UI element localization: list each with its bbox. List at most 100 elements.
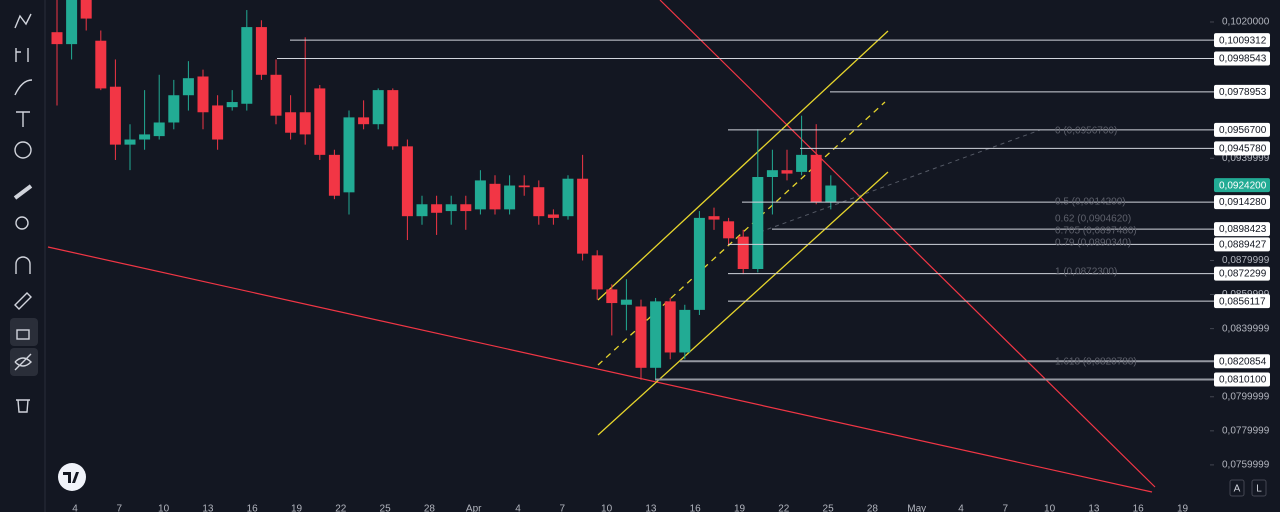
candle-body: [577, 178, 589, 254]
level-label-box: [1214, 372, 1270, 387]
y-tick-label: 0,1020000: [1222, 17, 1270, 28]
candle-body: [620, 299, 632, 305]
level-label-box: [1214, 122, 1270, 137]
current-price-box: [1214, 178, 1270, 193]
log-button[interactable]: [1251, 479, 1267, 497]
icon-magnet[interactable]: [15, 256, 31, 274]
icon-text[interactable]: [16, 111, 30, 127]
candle-body: [591, 255, 603, 290]
x-tick-label: 28: [424, 504, 436, 512]
candle-body: [679, 309, 691, 353]
level-label-box: [1214, 195, 1270, 210]
x-tick-label: 7: [117, 504, 123, 512]
x-tick-label: 4: [515, 504, 521, 512]
y-tick-label: 0,0939999: [1222, 153, 1270, 164]
icon-brush[interactable]: [14, 79, 33, 96]
fib-label: 0 (0,0956700): [1055, 126, 1117, 137]
candle-body: [109, 86, 121, 145]
candle-body: [708, 216, 720, 220]
level-label-box: [1214, 51, 1270, 66]
candle-body: [635, 306, 647, 368]
candle-body: [168, 95, 180, 123]
candle-body: [693, 217, 705, 310]
fib-label: 0.5 (0,0914200): [1055, 197, 1126, 208]
candle-body: [372, 90, 384, 125]
x-tick-label: 22: [335, 504, 347, 512]
hide-button[interactable]: [10, 348, 38, 376]
x-tick-label: 10: [601, 504, 613, 512]
level-label-box: [1214, 141, 1270, 156]
icon-ruler[interactable]: [13, 184, 33, 200]
channel-middle: [597, 101, 886, 366]
candle-body: [796, 154, 808, 172]
level-label-box: [1214, 33, 1270, 48]
fib-label: 1 (0,0872300): [1055, 267, 1117, 278]
candle-body: [781, 170, 793, 174]
level-label-box: [1214, 266, 1270, 281]
fib-label: 0.79 (0,0890340): [1055, 238, 1131, 249]
auto-button[interactable]: [1229, 479, 1245, 497]
level-label: 0,0856117: [1219, 296, 1266, 307]
candle-body: [328, 154, 340, 196]
x-tick-label: 4: [958, 504, 964, 512]
candle-body: [95, 40, 107, 89]
icon-forecast[interactable]: [15, 48, 29, 62]
candle-body: [533, 187, 545, 217]
y-tick-label: 0,0799999: [1222, 391, 1270, 402]
y-tick-label: 0,0759999: [1222, 460, 1270, 471]
candle-body: [270, 74, 282, 116]
icon-trash[interactable]: [16, 399, 30, 413]
x-tick-label: 16: [690, 504, 702, 512]
icon-lock: [16, 329, 30, 340]
x-tick-label: May: [907, 504, 926, 512]
lock-button[interactable]: [10, 318, 38, 346]
level-label: 0,0978953: [1219, 87, 1267, 98]
candle-body: [766, 170, 778, 178]
candle-body: [650, 301, 662, 368]
candle-body: [504, 185, 516, 210]
candle-body: [51, 32, 63, 45]
level-label: 0,0914280: [1219, 197, 1267, 208]
x-tick-label: 10: [1044, 504, 1056, 512]
candle-body: [387, 90, 399, 147]
candle-body: [562, 178, 574, 217]
x-tick-label: 7: [1003, 504, 1009, 512]
x-tick-label: 13: [1088, 504, 1100, 512]
x-tick-label: 4: [72, 504, 78, 512]
level-label: 0,0956700: [1219, 125, 1267, 136]
candle-body: [737, 236, 749, 269]
auto-button-label[interactable]: A: [1234, 484, 1241, 495]
level-label: 0,0889427: [1219, 240, 1267, 251]
log-button-label[interactable]: L: [1256, 484, 1262, 495]
icon-emoji[interactable]: [14, 141, 32, 159]
candle-body: [153, 122, 165, 137]
icon-zoom[interactable]: [15, 216, 29, 230]
y-tick-label: 0,0839999: [1222, 323, 1270, 334]
level-label-box: [1214, 222, 1270, 237]
candle-body: [416, 204, 428, 217]
x-tick-label: 13: [645, 504, 657, 512]
x-tick-label: 19: [291, 504, 303, 512]
candle-body: [474, 180, 486, 210]
channel-upper: [597, 30, 889, 301]
x-tick-label: 19: [734, 504, 746, 512]
x-tick-label: 19: [1177, 504, 1189, 512]
icon-pattern[interactable]: [14, 13, 32, 29]
tv-logo: [58, 463, 86, 491]
level-label: 0,0820854: [1219, 356, 1267, 367]
toolbar: [0, 0, 45, 512]
x-tick-label: 28: [867, 504, 879, 512]
candle-body: [66, 0, 78, 45]
icon-stay-drawing[interactable]: [14, 292, 32, 310]
level-label: 0,0810100: [1219, 375, 1267, 386]
x-tick-label: 16: [247, 504, 259, 512]
x-tick-label: 16: [1133, 504, 1145, 512]
y-tick-label: 0,0779999: [1222, 425, 1270, 436]
x-tick-label: 10: [158, 504, 170, 512]
x-tick-label: 25: [380, 504, 392, 512]
candle-body: [241, 27, 253, 104]
y-tick-label: 0,0879999: [1222, 255, 1270, 266]
